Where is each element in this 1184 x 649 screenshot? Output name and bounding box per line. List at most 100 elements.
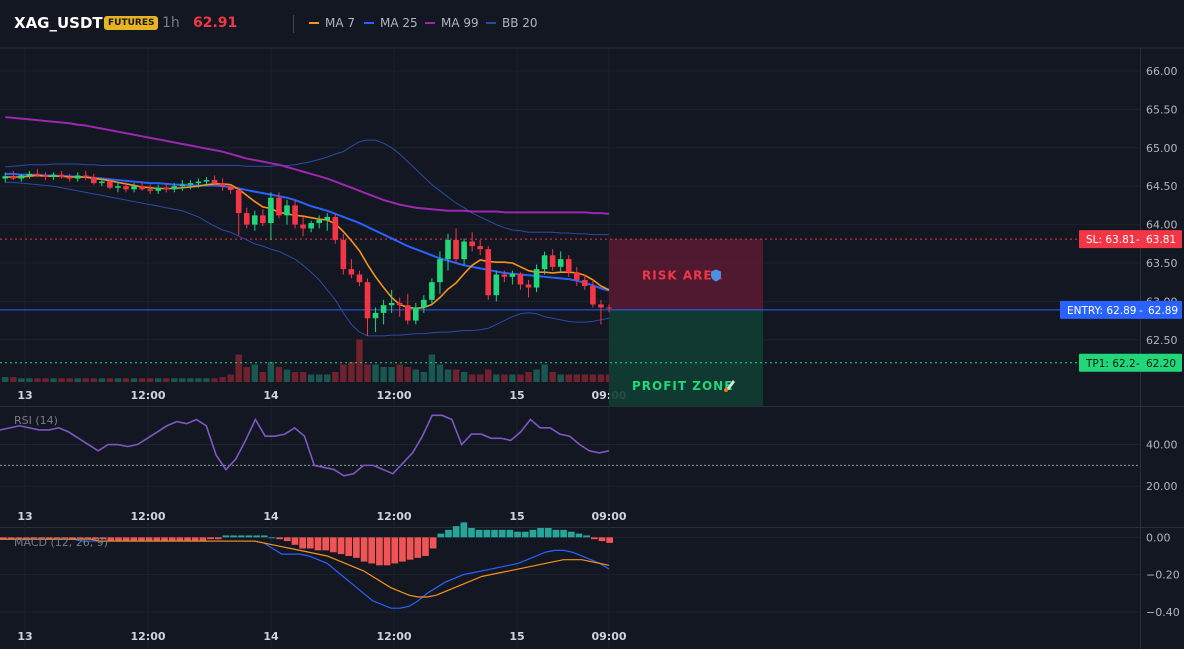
macd-histogram-bar bbox=[552, 529, 560, 538]
macd-histogram-bar bbox=[376, 537, 383, 566]
timeframe-label[interactable]: 1h bbox=[162, 15, 180, 31]
header-divider bbox=[293, 15, 294, 33]
candle-body bbox=[2, 176, 9, 179]
legend-ma7[interactable]: MA 7 bbox=[309, 16, 355, 30]
futures-badge: FUTURES bbox=[104, 16, 159, 30]
macd-histogram-bar bbox=[567, 531, 575, 538]
macd-histogram-bar bbox=[184, 537, 191, 542]
volume-bar bbox=[380, 367, 387, 382]
candle-body bbox=[42, 175, 49, 177]
rsi-line bbox=[0, 414, 610, 477]
candle-body bbox=[348, 269, 355, 275]
candle-body bbox=[292, 205, 298, 225]
symbol-name[interactable]: XAG_USDT bbox=[14, 14, 103, 32]
legend-label-bb20: BB 20 bbox=[502, 16, 538, 30]
bollinger-lower-band bbox=[5, 181, 610, 337]
macd-histogram-bar bbox=[23, 537, 30, 540]
candle-body bbox=[99, 181, 105, 184]
candle-body bbox=[203, 180, 210, 182]
volume-bar bbox=[581, 374, 589, 382]
candle-body bbox=[74, 175, 81, 179]
legend-bb20[interactable]: BB 20 bbox=[486, 16, 538, 30]
candle-body bbox=[388, 302, 395, 306]
volume-bar bbox=[573, 374, 580, 382]
chart-header: XAG_USDT FUTURES 1h 62.91 MA 7 MA 25 MA … bbox=[0, 0, 1184, 48]
macd-histogram-bar bbox=[237, 535, 245, 538]
macd-histogram-bar bbox=[145, 537, 153, 542]
volume-bar bbox=[114, 378, 122, 382]
candle-body bbox=[82, 175, 89, 177]
time-tick-label: 13 bbox=[17, 510, 32, 523]
volume-bar bbox=[477, 374, 484, 382]
candle-body bbox=[300, 224, 306, 229]
macd-histogram-bar bbox=[15, 537, 23, 540]
volume-bar bbox=[203, 378, 210, 382]
candle-body bbox=[453, 239, 459, 260]
sl-tag-dash: - bbox=[1136, 234, 1140, 246]
legend-ma99[interactable]: MA 99 bbox=[425, 16, 479, 30]
macd-title: MACD (12, 26, 9) bbox=[14, 536, 108, 549]
candle-body bbox=[252, 215, 258, 225]
sl-tag-price: 63.81 bbox=[1146, 234, 1176, 246]
candle-body bbox=[324, 216, 331, 220]
volume-bar bbox=[291, 372, 299, 382]
volume-bar bbox=[58, 378, 65, 382]
volume-bar bbox=[307, 374, 315, 382]
candle-body bbox=[606, 307, 612, 309]
macd-histogram-bar bbox=[360, 537, 368, 562]
macd-line bbox=[0, 538, 610, 609]
candle-body bbox=[574, 272, 580, 280]
volume-bar bbox=[485, 369, 492, 382]
candle-body bbox=[356, 274, 363, 283]
volume-bar bbox=[452, 369, 460, 382]
candle-body bbox=[380, 305, 387, 313]
volume-bar bbox=[533, 369, 540, 382]
volume-bar bbox=[436, 364, 444, 382]
legend-swatch-ma99 bbox=[425, 22, 435, 24]
volume-bar bbox=[388, 367, 395, 382]
candle-body bbox=[565, 259, 572, 273]
entry-tag-price: 62.89 bbox=[1148, 305, 1178, 317]
volume-bar bbox=[219, 377, 226, 382]
candle-body bbox=[227, 186, 234, 191]
candle-body bbox=[493, 274, 500, 296]
candle-body bbox=[413, 307, 419, 321]
macd-histogram-bar bbox=[115, 537, 122, 542]
volume-bar bbox=[10, 377, 17, 382]
candle-body bbox=[10, 176, 17, 179]
volume-bar bbox=[195, 378, 202, 382]
volume-bar bbox=[525, 372, 532, 382]
volume-bar bbox=[332, 372, 339, 382]
volume-bar bbox=[589, 374, 597, 382]
macd-histogram-bar bbox=[7, 537, 15, 540]
macd-histogram-bar bbox=[506, 529, 514, 538]
volume-bar bbox=[130, 378, 138, 382]
volume-bar bbox=[412, 369, 419, 382]
macd-tick-label: 0.00 bbox=[1146, 531, 1171, 544]
volume-bar bbox=[227, 374, 234, 382]
macd-histogram-bar bbox=[422, 537, 429, 556]
macd-histogram-bar bbox=[92, 537, 99, 540]
tp-tag-dash: - bbox=[1136, 358, 1140, 370]
volume-bar bbox=[428, 354, 436, 382]
macd-histogram-bar bbox=[199, 537, 207, 542]
time-tick-label: 14 bbox=[263, 510, 279, 523]
macd-histogram-bar bbox=[460, 522, 468, 538]
volume-bar bbox=[243, 367, 250, 382]
candle-body bbox=[171, 186, 178, 190]
volume-bar bbox=[18, 378, 25, 382]
candle-body bbox=[533, 269, 540, 288]
macd-histogram-bar bbox=[544, 528, 552, 538]
volume-bar bbox=[364, 364, 371, 382]
volume-bar bbox=[597, 374, 605, 382]
legend-ma25[interactable]: MA 25 bbox=[364, 16, 418, 30]
macd-histogram-bar bbox=[353, 537, 360, 558]
macd-histogram-bar bbox=[537, 528, 544, 538]
macd-histogram-bar bbox=[230, 535, 237, 538]
macd-histogram-bar bbox=[207, 537, 214, 540]
volume-bar bbox=[444, 369, 452, 382]
time-tick-label: 09:00 bbox=[591, 630, 626, 643]
candle-body bbox=[316, 219, 322, 224]
time-tick-label: 12:00 bbox=[376, 389, 411, 402]
